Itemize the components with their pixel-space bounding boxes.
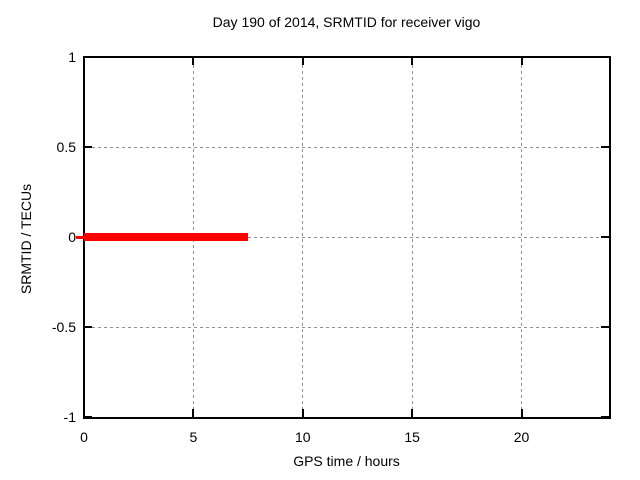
x-tick-bottom [192, 409, 195, 417]
y-tick-label: 1 [68, 49, 76, 65]
gridline-horizontal [86, 236, 607, 238]
x-tick-label: 5 [189, 429, 198, 445]
x-tick-top [192, 57, 195, 65]
x-tick-top [301, 57, 304, 65]
y-tick-label: -1 [63, 409, 76, 425]
gridline-horizontal [86, 146, 607, 148]
series-axis-overhang-tick [76, 235, 84, 239]
x-tick-top [411, 57, 414, 65]
y-tick-left [84, 416, 92, 418]
chart-title: Day 190 of 2014, SRMTID for receiver vig… [212, 14, 481, 30]
x-tick-bottom [411, 409, 414, 417]
x-tick-top [520, 57, 523, 65]
series-srmtid-line [84, 233, 249, 241]
x-tick-label: 10 [294, 429, 311, 445]
y-tick-label: -0.5 [51, 319, 76, 335]
x-tick-label: 20 [513, 429, 530, 445]
x-tick-top [83, 57, 85, 65]
y-tick-right [601, 56, 609, 58]
y-tick-right [601, 146, 609, 148]
x-tick-bottom [520, 409, 523, 417]
gridline-horizontal [86, 326, 607, 328]
y-tick-right [601, 326, 609, 328]
y-tick-left [84, 146, 92, 148]
x-axis-label: GPS time / hours [293, 453, 400, 469]
x-tick-label: 15 [404, 429, 420, 445]
y-tick-right [601, 236, 609, 238]
y-tick-label: 0 [68, 229, 76, 245]
y-tick-right [601, 416, 609, 418]
y-tick-left [84, 56, 92, 58]
x-tick-bottom [301, 409, 304, 417]
x-tick-bottom [83, 409, 85, 417]
y-tick-label: 0.5 [56, 139, 76, 155]
y-tick-left [84, 326, 92, 328]
x-tick-label: 0 [80, 429, 88, 445]
